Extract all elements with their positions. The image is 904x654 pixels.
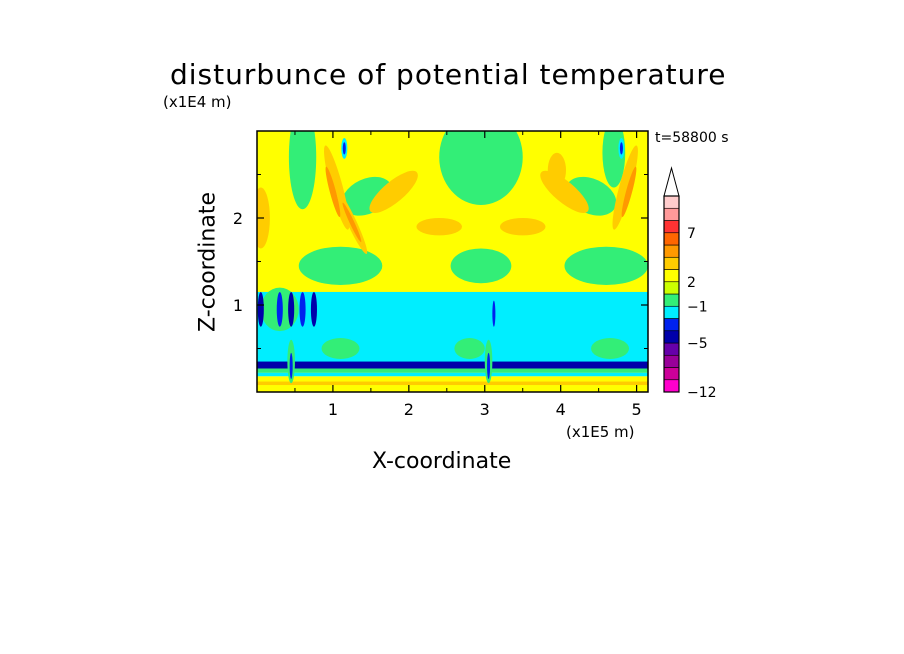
contour-region [487,352,491,379]
contour-region [450,248,512,284]
cell [310,291,317,327]
contour-region [288,131,317,210]
colorbar-swatch [663,367,680,381]
contour-region [257,368,648,373]
y-axis-unit: (x1E4 m) [163,93,232,111]
x-axis-label: X-coordinate [372,449,512,474]
colorbar-label: 2 [687,275,696,291]
colorbar-frame [663,195,680,393]
contour-region [547,152,567,188]
contour-region [564,246,648,285]
x-axis: 1 2 3 4 5 [294,131,642,419]
time-label: t=58800 s [655,130,729,146]
contour-region [499,218,546,236]
contour-field [257,131,648,392]
colorbar-swatch [663,318,680,332]
y-tick-label: 1 [233,296,243,315]
x-tick-label: 4 [556,400,566,419]
x-tick-label: 2 [404,400,414,419]
colorbar-swatch [663,195,680,209]
contour-region [257,372,648,377]
mid-layer [257,291,648,366]
colorbar: −12−5−127 [663,166,717,401]
contour-region [342,142,346,155]
colorbar-label: 7 [687,226,696,242]
colorbar-swatch [663,281,680,295]
colorbar-swatch [663,354,680,368]
contour-region [591,338,630,359]
y-axis-label: Z-coordinate [195,192,221,332]
x-tick-label: 1 [328,400,338,419]
cell [276,291,283,327]
colorbar-label: −5 [687,336,708,352]
y-tick-label: 2 [233,209,243,228]
colorbar-swatch [663,330,680,344]
colorbar-swatch [663,244,680,258]
contour-region [454,338,485,359]
contour-region [342,202,362,243]
contour-region [416,218,462,236]
contour-region [321,338,360,359]
colorbar-swatch [663,220,680,234]
contour-region [369,170,418,213]
chart-title: disturbunce of potential temperature [170,58,727,91]
colorbar-swatch [663,269,680,283]
colorbar-swatch [663,379,680,393]
y-axis: 12 [233,174,648,349]
contour-region [492,300,496,327]
contour-region [325,166,341,218]
x-tick-label: 3 [480,400,490,419]
cell [257,291,264,327]
colorbar-label: −12 [687,385,717,401]
contour-region [289,352,293,379]
contour-region [619,142,623,155]
colorbar-swatch [663,305,680,319]
contour-region [257,381,648,386]
colorbar-swatch [663,342,680,356]
colorbar-swatch [663,256,680,270]
x-tick-label: 5 [632,400,642,419]
cell [288,291,295,327]
colorbar-swatch [663,293,680,307]
central-plume [439,131,523,205]
colorbar-swatch [663,207,680,221]
contour-region [621,166,637,218]
low-negative-band [257,361,648,369]
colorbar-extend-arrow [663,166,680,197]
cell [299,291,306,327]
colorbar-label: −1 [687,299,708,315]
colorbar-swatch [663,232,680,246]
contour-region [612,145,638,230]
contour-region [298,246,383,285]
x-axis-unit: (x1E5 m) [566,423,635,441]
